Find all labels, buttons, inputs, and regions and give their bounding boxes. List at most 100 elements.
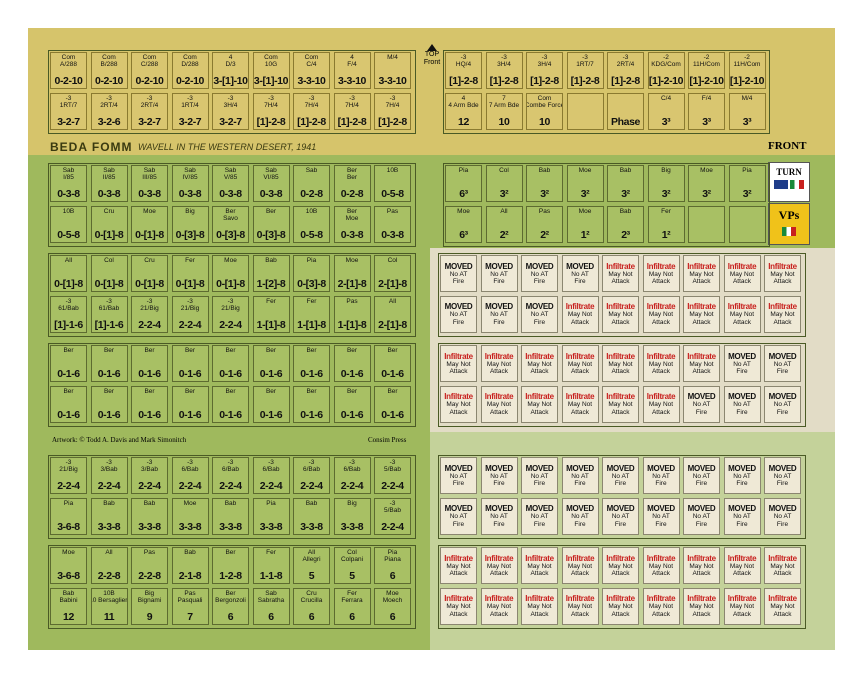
counter: Infiltrate May Not Attack — [642, 255, 680, 292]
counter-label: All — [388, 297, 397, 305]
counter-label: Sab — [62, 167, 75, 174]
counter-value: 0-1-6 — [219, 408, 242, 421]
counter-label: 7H/4 — [345, 101, 359, 109]
marker-text: Attack — [449, 570, 468, 577]
counter-value: 2-2-4 — [219, 480, 242, 492]
counter-top: All Allegri — [302, 549, 320, 563]
marker-title: Infiltrate — [768, 594, 797, 603]
counter-label: -3 — [460, 54, 467, 61]
marker-title: Infiltrate — [606, 553, 635, 563]
marker-text: Fire — [574, 480, 586, 487]
counter: MOVED No AT Fire — [764, 345, 801, 382]
counter: Moe 1² — [566, 205, 604, 243]
counter-label: Moe — [224, 257, 237, 264]
counter-value: 3-2-6 — [97, 115, 121, 128]
marker-text: Attack — [449, 610, 468, 618]
marker-text: May Not — [689, 562, 714, 570]
counter-label: -3 — [349, 94, 355, 102]
counter-top: -3 5/Bab — [384, 500, 401, 514]
counter-label: Big — [185, 207, 195, 215]
counter: Pia 3-6-8 — [50, 497, 87, 535]
counter-label: Sab — [184, 167, 196, 174]
counter-label: 7H/4 — [304, 101, 319, 109]
counter-value: 0-1-6 — [57, 408, 80, 421]
counter: Infiltrate May Not Attack — [683, 587, 720, 625]
counter-value: 0-[3]-8 — [175, 228, 205, 241]
marker-title: MOVED — [566, 463, 594, 473]
marker-text: Attack — [692, 570, 711, 577]
counter-top: Cru Crucilla — [301, 590, 323, 604]
counter: Bab 3-3-8 — [131, 497, 168, 535]
counter: MOVED No AT Fire — [642, 497, 680, 535]
counter: Fer 0-[1]-8 — [171, 255, 209, 292]
counter-top: -3 6/Bab — [344, 459, 361, 473]
counter-label: Cru — [306, 589, 317, 597]
counter: -3 5/Bab 2-2-4 — [374, 457, 411, 494]
counter-value: 6 — [308, 610, 315, 623]
marker-text: Attack — [692, 278, 711, 285]
counter-value: [1]-2-8 — [256, 115, 286, 128]
counter: Moe 3-3-8 — [171, 497, 209, 535]
counter-top: 10B 10 Bersaglieri — [92, 590, 127, 604]
marker-text: May Not — [527, 360, 552, 368]
counter: Infiltrate May Not Attack — [521, 547, 558, 584]
counter-top: Sab — [306, 167, 318, 174]
counter-top: Ber — [144, 388, 154, 395]
marker-text: Attack — [611, 610, 630, 618]
counter: Sab IV/85 0-3-8 — [171, 165, 209, 202]
counter: MOVED No AT Fire — [521, 457, 558, 494]
counter: Ber 1-2-8 — [212, 547, 249, 584]
counter-top: Sab Sabratha — [258, 590, 284, 604]
marker-text: Attack — [611, 368, 630, 375]
counter-label: -3 — [349, 459, 355, 466]
counter: Com D/288 0-2-10 — [171, 52, 209, 89]
counter-label: 21/Big — [221, 304, 240, 312]
counter-label: Big — [661, 167, 671, 174]
marker-title: MOVED — [444, 261, 473, 271]
counter: Infiltrate May Not Attack — [602, 587, 639, 625]
counter-top: -3 3H/4 — [497, 54, 511, 68]
counter: Infiltrate May Not Attack — [683, 547, 720, 584]
counter-top: Fer — [266, 549, 276, 556]
marker-title: Infiltrate — [565, 594, 595, 603]
counter-label: 5/Bab — [384, 466, 401, 473]
counter: MOVED No AT Fire — [723, 345, 761, 382]
marker-text: Attack — [773, 570, 792, 577]
counter-label: -3 — [389, 499, 396, 507]
counter-top: -3 7H/4 — [386, 95, 400, 109]
counter-group — [48, 545, 416, 629]
counter: -3 2RT/4 3-2-7 — [131, 92, 168, 130]
counter-label: -3 — [389, 94, 396, 102]
arrow — [427, 44, 437, 51]
counter-top: Pia — [266, 500, 275, 507]
counter-label: 61/Bab — [58, 304, 79, 312]
marker-title: Infiltrate — [768, 302, 797, 311]
marker-title: MOVED — [485, 463, 513, 473]
counter-group — [48, 163, 416, 247]
counter-label: -2 — [663, 54, 669, 61]
counter: MOVED No AT Fire — [521, 295, 558, 333]
counter: MOVED No AT Fire — [561, 255, 599, 292]
counter-top: Ber — [266, 347, 276, 354]
counter: Ber 0-1-6 — [131, 345, 168, 382]
counter-label: Fer — [306, 297, 317, 305]
counter-label: Fer — [185, 257, 195, 264]
marker-text: Attack — [530, 610, 549, 618]
counter-label: Bab — [184, 549, 196, 556]
counter-top: Moe — [457, 208, 470, 215]
counter-label: Moe — [62, 549, 75, 556]
counter-label: All — [64, 257, 73, 264]
counter-value: 3-3-10 — [338, 75, 366, 87]
counter-top: Ber — [306, 388, 316, 395]
counter-value: 0-1-6 — [178, 408, 202, 421]
counter-value: 0-1-6 — [381, 408, 404, 421]
counter-label: Ber — [225, 387, 236, 395]
marker-title: Infiltrate — [768, 261, 797, 271]
counter-value: [1]-2-8 — [489, 75, 519, 87]
counter-top: Fer — [307, 298, 317, 305]
counter-value: 0-3-8 — [97, 188, 121, 200]
marker-title: MOVED — [566, 504, 594, 513]
counter: Ber 0-1-6 — [212, 385, 249, 423]
counter: Infiltrate May Not Attack — [561, 295, 599, 333]
